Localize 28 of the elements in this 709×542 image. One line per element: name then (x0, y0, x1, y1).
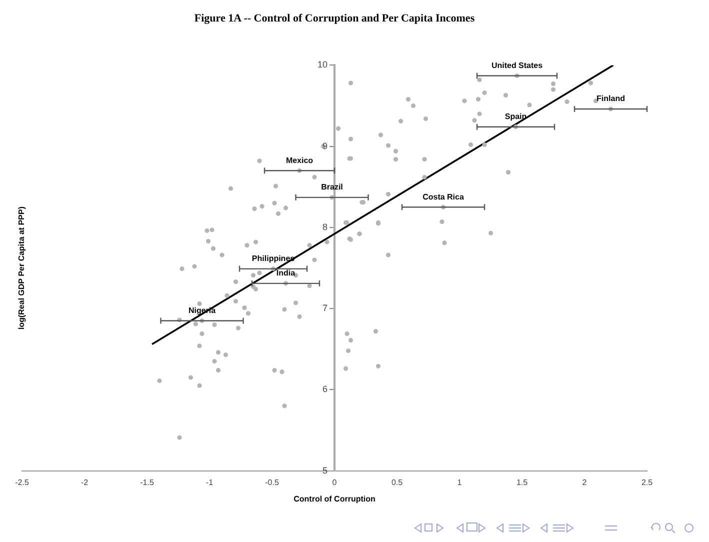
x-tick-label: -0.5 (265, 478, 280, 487)
x-tick-label: -2.5 (15, 478, 30, 487)
annotation: India (276, 268, 296, 278)
x-tick-label: -1 (206, 478, 214, 487)
y-tick-label: 9 (322, 140, 328, 151)
annotation: Brazil (321, 182, 343, 192)
x-tick-label: 0.5 (391, 478, 404, 487)
y-tick-label: 6 (322, 384, 328, 394)
y-tick-label: 8 (322, 222, 328, 232)
chart-title: Figure 1A -- Control of Corruption and Per Capita Incomes (194, 12, 476, 24)
x-axis-title: Control of Corruption (294, 494, 376, 504)
y-tick-label: 5 (322, 465, 328, 476)
x-tick-label: 1.5 (516, 478, 528, 487)
x-tick-label: 2 (582, 478, 588, 487)
annotation: Spain (504, 112, 527, 122)
x-tick-label: -1.5 (140, 478, 154, 487)
y-tick-label: 10 (317, 60, 328, 70)
annotation: Mexico (286, 156, 314, 165)
y-tick-label: 7 (322, 303, 328, 314)
y-axis-title: log(Real GDP Per Capita at PPP) (17, 206, 26, 330)
x-tick-label: 1 (457, 478, 462, 487)
annotation: United States (491, 60, 544, 70)
annotation: Philippines (252, 254, 296, 264)
annotation: Costa Rica (422, 192, 464, 202)
x-tick-label: 2.5 (641, 478, 654, 487)
x-tick-label: 0 (332, 478, 338, 487)
x-tick-label: -2 (80, 478, 89, 487)
annotation: Finland (596, 94, 626, 104)
